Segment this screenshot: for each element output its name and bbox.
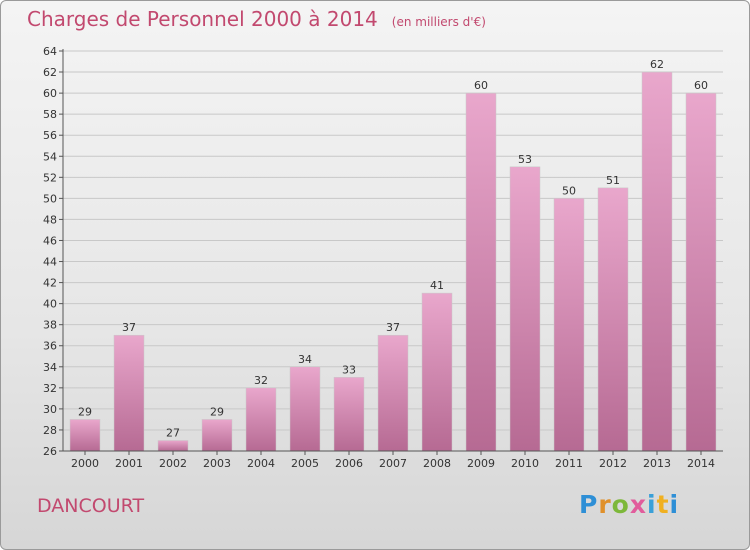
y-tick-label: 32 [43,382,57,395]
bar-2007 [377,334,409,452]
value-label: 32 [254,374,268,387]
y-tick-label: 30 [43,403,57,416]
bar-2003 [201,419,233,452]
logo-letter: r [598,490,612,519]
y-tick-label: 56 [43,129,57,142]
y-tick-label: 58 [43,108,57,121]
axes [59,49,723,455]
x-tick-label: 2007 [379,457,407,470]
y-tick-label: 50 [43,192,57,205]
x-tick-label: 2001 [115,457,143,470]
x-tick-label: 2013 [643,457,671,470]
y-tick-label: 64 [43,45,57,58]
logo-letter: x [629,490,647,519]
y-tick-label: 34 [43,361,57,374]
value-label: 37 [122,321,136,334]
x-tick-label: 2009 [467,457,495,470]
y-tick-label: 36 [43,340,57,353]
bar-2006 [333,377,365,452]
x-tick-label: 2014 [687,457,715,470]
labels: 26 28 30 32 34 36 38 40 42 44 46 48 50 52 54 56 58 60 62 64… [43,45,715,470]
y-tick-label: 48 [43,213,57,226]
value-label: 62 [650,58,664,71]
y-tick-label: 38 [43,319,57,332]
logo-letter: i [647,490,657,519]
bar-2002 [157,440,189,452]
value-label: 60 [474,79,488,92]
y-tick-label: 44 [43,256,57,269]
chart-title: Charges de Personnel 2000 à 2014 (en mill… [27,7,486,31]
y-tick-label: 60 [43,87,57,100]
commune-name: DANCOURT [37,495,145,517]
value-label: 51 [606,174,620,187]
logo-letter: t [656,490,670,519]
value-label: 41 [430,279,444,292]
chart-title-text: Charges de Personnel 2000 à 2014 [27,7,378,31]
x-tick-label: 2004 [247,457,275,470]
x-tick-label: 2002 [159,457,187,470]
y-tick-label: 46 [43,234,57,247]
value-label: 37 [386,321,400,334]
bar-2005 [289,366,321,452]
x-tick-label: 2006 [335,457,363,470]
x-tick-label: 2003 [203,457,231,470]
bar-2011 [553,198,585,452]
proxiti-logo: Proxiti [579,490,679,519]
x-tick-label: 2000 [71,457,99,470]
bar-2008 [421,292,453,452]
bar-2000 [69,419,101,452]
x-tick-label: 2011 [555,457,583,470]
logo-letter: P [579,490,599,519]
value-label: 34 [298,353,312,366]
y-tick-label: 26 [43,445,57,458]
bar-2004 [245,387,277,452]
y-tick-label: 54 [43,150,57,163]
bars [69,71,717,452]
y-tick-label: 40 [43,298,57,311]
bar-2009 [465,92,497,452]
bar-2013 [641,71,673,452]
bar-2010 [509,166,541,452]
bar-2012 [597,187,629,452]
x-tick-label: 2008 [423,457,451,470]
y-tick-label: 28 [43,424,57,437]
y-tick-label: 42 [43,277,57,290]
value-label: 29 [210,405,224,418]
x-tick-label: 2010 [511,457,539,470]
value-label: 53 [518,153,532,166]
bar-2001 [113,334,145,452]
logo-letter: o [611,490,630,519]
bar-2014 [685,92,717,452]
chart-subtitle: (en milliers d'€) [391,15,486,29]
value-label: 50 [562,184,576,197]
y-tick-label: 52 [43,171,57,184]
value-label: 33 [342,363,356,376]
value-label: 29 [78,405,92,418]
value-label: 60 [694,79,708,92]
x-tick-label: 2012 [599,457,627,470]
x-tick-label: 2005 [291,457,319,470]
logo-letter: i [669,490,680,519]
y-tick-label: 62 [43,66,57,79]
value-label: 27 [166,426,180,439]
